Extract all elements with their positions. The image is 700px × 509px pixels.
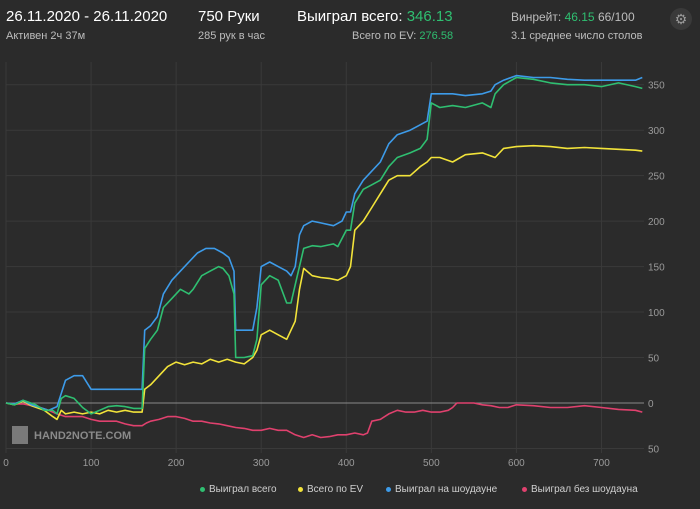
- y-tick-label: 200: [648, 217, 665, 228]
- legend-item-2[interactable]: Выиграл на шоудауне: [386, 484, 497, 495]
- winrate: Винрейт: 46.15 66/100: [511, 10, 635, 24]
- series-line-0: [5, 76, 643, 415]
- y-tick-label: 0: [648, 399, 654, 410]
- x-tick-label: 100: [83, 458, 100, 469]
- profit-chart: HAND2NOTE.COM 0 100 200 300 400 500 600 7003503…: [3, 62, 665, 469]
- legend-dot-icon: [298, 486, 303, 492]
- watermark-logo: HAND2NOTE.COM: [12, 426, 131, 444]
- legend-label: Выиграл на шоудауне: [395, 484, 498, 495]
- active-time: Активен 2ч 37м: [6, 30, 86, 42]
- x-tick-label: 300: [253, 458, 270, 469]
- legend-item-0[interactable]: Выиграл всего: [200, 484, 277, 495]
- watermark-text: HAND2NOTE.COM: [34, 430, 131, 442]
- series-line-2: [5, 74, 643, 412]
- y-tick-label: 50: [648, 444, 660, 455]
- legend-dot-icon: [522, 486, 527, 492]
- legend-dot-icon: [200, 486, 205, 492]
- settings-gear-icon[interactable]: ⚙: [670, 8, 692, 30]
- won-total: Выиграл всего: 346.13: [297, 8, 453, 25]
- x-tick-label: 600: [508, 458, 525, 469]
- y-tick-label: 250: [648, 172, 665, 183]
- legend-item-3[interactable]: Выиграл без шоудауна: [522, 484, 638, 495]
- ev-value: 276.58: [419, 30, 454, 42]
- y-tick-label: 150: [648, 263, 665, 274]
- ev-total: Всего по EV: 276.58: [352, 30, 453, 42]
- y-tick-label: 300: [648, 126, 665, 137]
- winrate-value: 46.15: [564, 10, 595, 24]
- chart-ticks: 0 100 200 300 400 500 600 700350300250200150100…: [3, 81, 665, 469]
- winrate-extra: 66/100: [597, 10, 635, 24]
- won-total-label: Выиграл всего:: [297, 8, 403, 25]
- legend-label: Всего по EV: [307, 484, 364, 495]
- avg-tables: 3.1 среднее число столов: [511, 30, 643, 42]
- date-range: 26.11.2020 - 26.11.2020: [6, 8, 168, 25]
- logo-mark: [12, 426, 28, 444]
- chart-series: [5, 74, 643, 439]
- hands-count: 750 Руки: [198, 8, 260, 25]
- winrate-label: Винрейт:: [511, 10, 562, 24]
- series-line-3: [5, 402, 643, 439]
- x-tick-label: 0: [3, 458, 9, 469]
- x-tick-label: 700: [593, 458, 610, 469]
- y-tick-label: 100: [648, 308, 665, 319]
- series-line-1: [5, 144, 643, 421]
- won-total-value: 346.13: [406, 8, 453, 25]
- chart-grid: [5, 62, 644, 453]
- legend-label: Выиграл всего: [209, 484, 277, 495]
- x-tick-label: 200: [168, 458, 185, 469]
- ev-label: Всего по EV:: [352, 30, 417, 42]
- legend-item-1[interactable]: Всего по EV: [298, 484, 363, 495]
- x-tick-label: 400: [338, 458, 355, 469]
- chart-legend: Выиграл всего Всего по EV Выиграл на шоуда…: [0, 484, 700, 500]
- y-tick-label: 50: [648, 354, 660, 365]
- y-tick-label: 350: [648, 81, 665, 92]
- hands-per-hour: 285 рук в час: [198, 30, 266, 42]
- legend-dot-icon: [386, 486, 391, 492]
- stats-header: 26.11.2020 - 26.11.2020 Активен 2ч 37м 7…: [0, 0, 700, 50]
- legend-label: Выиграл без шоудауна: [531, 484, 638, 495]
- x-tick-label: 500: [423, 458, 440, 469]
